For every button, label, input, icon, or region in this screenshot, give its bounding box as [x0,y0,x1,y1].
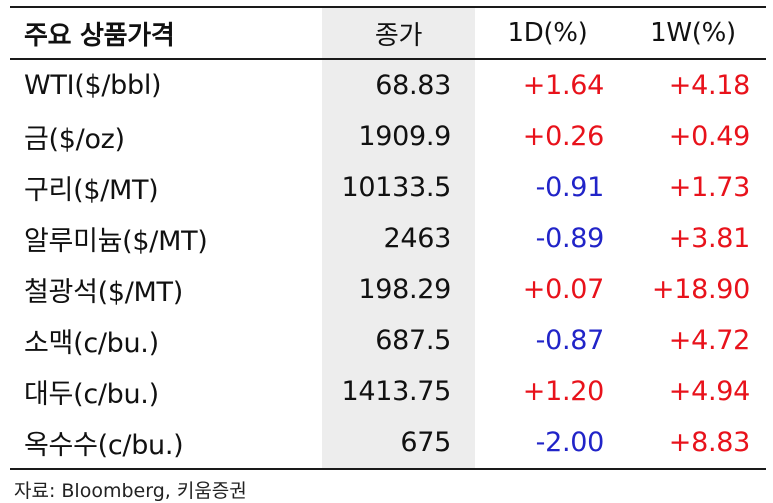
close-price: 198.29 [358,274,451,305]
table-row-copper: 구리($/MT) 10133.5 -0.91 +1.73 [10,162,766,213]
change-1d: +1.20 [522,376,605,407]
change-1d: +0.26 [522,121,605,152]
change-1d: -0.91 [535,172,605,203]
table-row-wheat: 소맥(c/bu.) 687.5 -0.87 +4.72 [10,315,766,366]
commodity-name: 철광석($/MT) [24,277,183,308]
table-header-row: 주요 상품가격 종가 1D(%) 1W(%) [10,6,766,60]
table-row-soybean: 대두(c/bu.) 1413.75 +1.20 +4.94 [10,366,766,417]
close-price: 1413.75 [341,376,451,407]
change-1w: +4.94 [668,376,751,407]
commodity-name: 대두(c/bu.) [24,379,159,410]
table-row-aluminum: 알루미늄($/MT) 2463 -0.89 +3.81 [10,213,766,264]
close-price: 68.83 [375,70,451,101]
change-1w: +18.90 [651,274,750,305]
change-1w: +1.73 [668,172,751,203]
header-commodity: 주요 상품가격 [24,20,175,51]
commodity-price-table: 주요 상품가격 종가 1D(%) 1W(%) WTI($/bbl) 68.83 … [10,6,766,468]
table-row-gold: 금($/oz) 1909.9 +0.26 +0.49 [10,111,766,162]
table-row-wti: WTI($/bbl) 68.83 +1.64 +4.18 [10,60,766,111]
change-1w: +4.72 [668,325,751,356]
close-price: 1909.9 [358,121,451,152]
change-1w: +3.81 [668,223,751,254]
source-note: 자료: Bloomberg, 키움증권 [14,480,247,502]
table-row-corn: 옥수수(c/bu.) 675 -2.00 +8.83 [10,417,766,468]
commodity-name: 금($/oz) [24,124,125,155]
commodity-name: WTI($/bbl) [24,70,162,101]
close-price: 10133.5 [341,172,451,203]
change-1d: +0.07 [522,274,605,305]
header-close: 종가 [374,20,423,51]
header-1d-change: 1D(%) [507,18,588,48]
table-bottom-rule [10,468,766,470]
commodity-name: 옥수수(c/bu.) [24,430,184,461]
change-1d: -2.00 [535,427,605,458]
commodity-name: 소맥(c/bu.) [24,328,159,359]
table-row-iron-ore: 철광석($/MT) 198.29 +0.07 +18.90 [10,264,766,315]
change-1d: -0.89 [535,223,605,254]
change-1d: -0.87 [535,325,605,356]
change-1d: +1.64 [522,70,605,101]
close-price: 675 [400,427,451,458]
commodity-name: 구리($/MT) [24,175,159,206]
change-1w: +0.49 [668,121,751,152]
close-price: 2463 [383,223,451,254]
close-price: 687.5 [375,325,451,356]
header-1w-change: 1W(%) [650,18,736,48]
change-1w: +8.83 [668,427,751,458]
change-1w: +4.18 [668,70,751,101]
close-column-shading [322,6,475,468]
commodity-name: 알루미늄($/MT) [24,226,208,257]
